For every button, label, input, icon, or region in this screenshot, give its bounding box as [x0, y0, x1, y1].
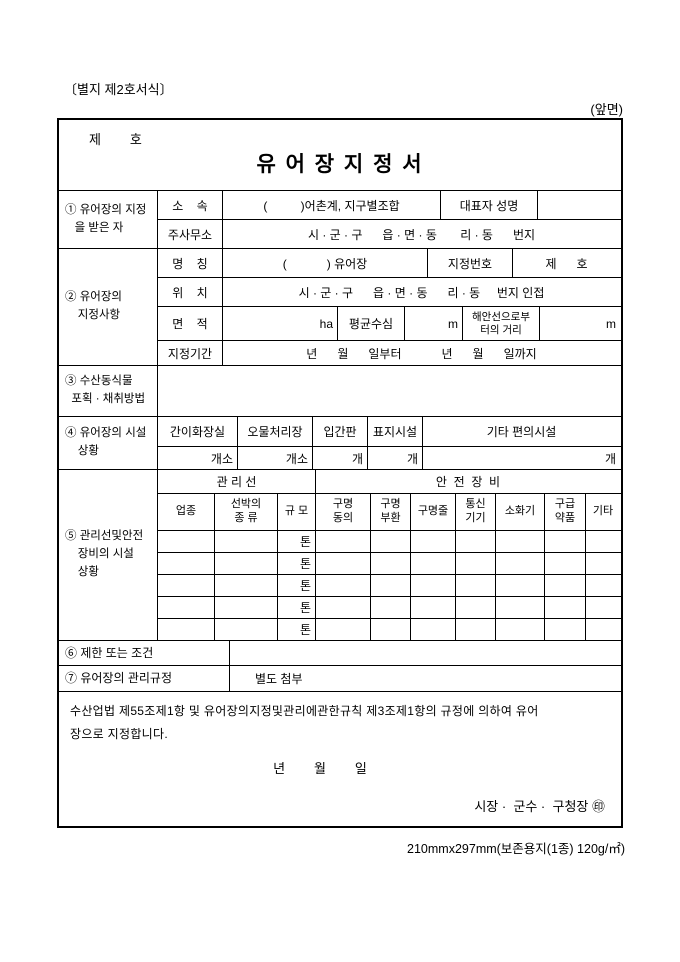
form-reference-label: 〔별지 제2호서식〕 — [64, 82, 173, 97]
first-aid-header: 구급 약품 — [544, 494, 585, 530]
representative-name-value — [537, 191, 620, 219]
distance-from-coast-value-m: m — [539, 307, 620, 340]
waste-treatment-header: 오물처리장 — [237, 417, 312, 446]
other-facility-header: 기타 편의시설 — [422, 417, 620, 446]
etc-header: 기타 — [585, 494, 620, 530]
main-office-label: 주사무소 — [167, 227, 213, 242]
section-designee-label: ① 유어장의 지정 을 받은 자 — [59, 191, 158, 248]
section-management-rules-label: ⑦ 유어장의 관리규정 — [59, 666, 230, 691]
life-buoy-header: 구명 부환 — [370, 494, 410, 530]
section-designee: ① 유어장의 지정 을 받은 자 소 속 ( )어촌계, 지구별조합 대표자 성… — [59, 190, 621, 248]
other-count-unit: 개 — [422, 447, 620, 469]
vessel-row: 톤 — [158, 618, 621, 640]
area-value-ha: ha — [222, 307, 337, 340]
name-value: ( ) 유어장 — [222, 249, 427, 277]
document-number: 제 호 — [89, 132, 142, 147]
waste-treatment-count-unit: 개소 — [237, 447, 312, 469]
signature-line: 시장 · 군수 · 구청장 ㊞ — [474, 796, 605, 815]
section-restrictions: ⑥ 제한 또는 조건 — [59, 640, 621, 665]
toilet-header: 간이화장실 — [169, 425, 226, 439]
vessel-ton-unit: 톤 — [277, 619, 315, 640]
designation-number-label: 지정번호 — [427, 249, 512, 277]
footer-block: 수산업법 제55조제1항 및 유어장의지정및관리에관한규칙 제3조제1항의 규정… — [59, 691, 621, 826]
capture-methods-value — [158, 366, 620, 416]
period-label: 지정기간 — [167, 346, 213, 361]
avg-depth-value-m: m — [404, 307, 462, 340]
vessel-size-header: 규 모 — [277, 494, 315, 530]
date-line: 년 월 일 — [273, 761, 367, 776]
vessel-row: 톤 — [158, 552, 621, 574]
vessel-row: 톤 — [158, 596, 621, 618]
location-label: 위 치 — [172, 285, 208, 300]
representative-name-label: 대표자 성명 — [440, 191, 537, 219]
marker-facility-header: 표지시설 — [367, 417, 422, 446]
safety-equipment-group-header: 안 전 장 비 — [315, 470, 620, 493]
legal-statement: 수산업법 제55조제1항 및 유어장의지정및관리에관한규칙 제3조제1항의 규정… — [70, 704, 539, 741]
affiliation-label: 소 속 — [172, 198, 208, 213]
section-designation-details: ② 유어장의 지정사항 명 칭 ( ) 유어장 지정번호 제 호 위 치 시 ·… — [59, 248, 621, 365]
area-label: 면 적 — [172, 317, 208, 331]
form-outer-box: 제 호 유 어 장 지 정 서 ① 유어장의 지정 을 받은 자 소 속 ( )… — [57, 118, 623, 828]
section-vessel-safety: ⑤ 관리선및안전 장비의 시설 상황 관 리 선 안 전 장 비 업종 선박의 … — [59, 469, 621, 640]
management-vessel-group-header: 관 리 선 — [216, 475, 257, 489]
signer-title: 시장 · 군수 · 구청장 — [474, 799, 592, 814]
vessel-ton-unit: 톤 — [277, 575, 315, 596]
section-designation-details-label: ② 유어장의 지정사항 — [59, 249, 158, 365]
form-title: 유 어 장 지 정 서 — [256, 153, 424, 176]
vessel-ton-unit: 톤 — [277, 553, 315, 574]
comm-device-header: 통신 기기 — [455, 494, 495, 530]
main-office-value: 시 · 군 · 구 읍 · 면 · 동 리 · 동 번지 — [222, 220, 620, 248]
front-side-label: (앞면) — [590, 102, 623, 117]
signboard-header: 입간판 — [312, 417, 367, 446]
life-jacket-header: 구명 동의 — [315, 494, 370, 530]
distance-from-coast-label: 해안선으로부 터의 거리 — [462, 307, 539, 340]
section-vessel-safety-label: ⑤ 관리선및안전 장비의 시설 상황 — [59, 470, 158, 640]
fire-extinguisher-header: 소화기 — [495, 494, 544, 530]
vessel-ton-unit: 톤 — [277, 597, 315, 618]
signboard-count-unit: 개 — [312, 447, 367, 469]
vessel-row: 톤 — [158, 530, 621, 552]
section-facilities: ④ 유어장의 시설 상황 간이화장실 오물처리장 입간판 표지시설 기타 편의시… — [59, 416, 621, 469]
designation-number-value: 제 호 — [512, 249, 620, 277]
section-facilities-label: ④ 유어장의 시설 상황 — [59, 417, 158, 469]
industry-header: 업종 — [175, 505, 197, 518]
location-value: 시 · 군 · 구 읍 · 면 · 동 리 · 동 번지 인접 — [222, 278, 620, 306]
name-label: 명 칭 — [172, 256, 208, 271]
section-capture-methods-label: ③ 수산동식물 포획 · 채취방법 — [59, 366, 158, 416]
vessel-ton-unit: 톤 — [277, 531, 315, 552]
vessel-type-header: 선박의 종 류 — [214, 494, 277, 530]
toilet-count-unit: 개소 — [210, 451, 233, 466]
life-line-header: 구명줄 — [410, 494, 455, 530]
period-value: 년 월 일부터 년 월 일까지 — [222, 341, 620, 365]
section-management-rules: ⑦ 유어장의 관리규정 별도 첨부 — [59, 665, 621, 691]
marker-count-unit: 개 — [367, 447, 422, 469]
title-block: 제 호 유 어 장 지 정 서 — [59, 120, 621, 190]
restrictions-value — [230, 641, 620, 665]
avg-depth-label: 평균수심 — [337, 307, 404, 340]
seal-icon: ㊞ — [591, 799, 605, 814]
section-capture-methods: ③ 수산동식물 포획 · 채취방법 — [59, 365, 621, 416]
affiliation-value: ( )어촌계, 지구별조합 — [222, 191, 440, 219]
vessel-row: 톤 — [158, 574, 621, 596]
paper-spec-note: 210mmx297mm(보존용지(1종) 120g/㎡) — [407, 842, 625, 856]
section-restrictions-label: ⑥ 제한 또는 조건 — [59, 641, 230, 665]
management-rules-value: 별도 첨부 — [255, 672, 303, 686]
